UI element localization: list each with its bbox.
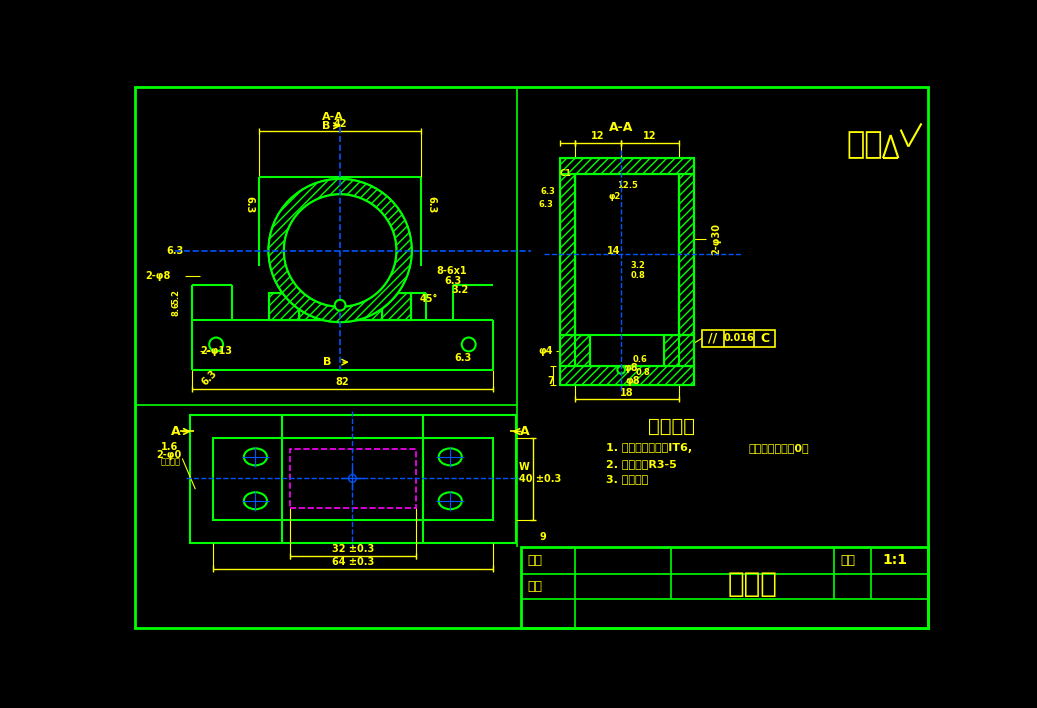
Text: A: A xyxy=(171,425,180,438)
Text: 3.2: 3.2 xyxy=(452,285,469,295)
Bar xyxy=(299,293,382,320)
Circle shape xyxy=(461,338,476,351)
Circle shape xyxy=(284,194,396,307)
Bar xyxy=(213,438,493,520)
Text: A-A: A-A xyxy=(321,113,343,122)
Text: φ4: φ4 xyxy=(538,346,553,355)
Text: 1:1: 1:1 xyxy=(882,553,907,567)
Circle shape xyxy=(348,474,357,482)
Bar xyxy=(382,293,411,320)
Bar xyxy=(664,335,695,366)
Text: 1.6: 1.6 xyxy=(161,442,177,452)
Text: 2-φ8: 2-φ8 xyxy=(145,271,171,281)
Text: B: B xyxy=(323,357,331,367)
Text: φ8: φ8 xyxy=(623,363,638,373)
Circle shape xyxy=(209,338,223,351)
Text: C: C xyxy=(760,332,769,345)
Text: 45°: 45° xyxy=(420,294,438,304)
Bar xyxy=(560,158,695,173)
Text: φ8: φ8 xyxy=(625,377,640,387)
Text: 5.2: 5.2 xyxy=(171,289,180,304)
Text: 0.016: 0.016 xyxy=(724,333,754,343)
Text: 技术要求: 技术要求 xyxy=(648,416,695,435)
Bar xyxy=(382,293,411,320)
Bar xyxy=(290,449,416,508)
Text: 8.6: 8.6 xyxy=(171,301,180,316)
Bar xyxy=(560,366,695,385)
Text: 其余: 其余 xyxy=(847,130,884,159)
Bar xyxy=(190,414,515,543)
Text: φ62: φ62 xyxy=(343,250,368,274)
Text: 9: 9 xyxy=(539,532,546,542)
Text: //: // xyxy=(708,332,718,345)
Bar xyxy=(560,158,695,173)
Text: 12.5: 12.5 xyxy=(617,181,638,190)
Text: 14: 14 xyxy=(607,246,620,256)
Text: A-A: A-A xyxy=(609,121,634,134)
Text: 审核: 审核 xyxy=(527,580,542,593)
Bar xyxy=(702,330,776,347)
Bar xyxy=(270,293,299,320)
Text: 0.8: 0.8 xyxy=(630,270,645,280)
Text: 2. 铸造圆角R3-5: 2. 铸造圆角R3-5 xyxy=(606,459,676,469)
Circle shape xyxy=(269,179,412,322)
Text: 1. 未注尺寸公差按IT6,: 1. 未注尺寸公差按IT6, xyxy=(606,443,692,453)
Bar xyxy=(560,366,695,385)
Text: 42: 42 xyxy=(333,119,346,130)
Bar xyxy=(560,173,574,335)
Text: 比例: 比例 xyxy=(841,554,856,566)
Text: 6.3: 6.3 xyxy=(444,275,461,285)
Text: 32 ±0.3: 32 ±0.3 xyxy=(332,544,374,554)
Bar xyxy=(679,173,695,335)
Bar xyxy=(560,335,590,366)
Text: 6.3: 6.3 xyxy=(454,353,472,363)
Text: 轴承座: 轴承座 xyxy=(728,570,778,598)
Text: 6.3: 6.3 xyxy=(166,246,184,256)
Circle shape xyxy=(617,366,625,374)
Text: 0.6: 0.6 xyxy=(633,355,648,365)
Text: 18: 18 xyxy=(620,388,634,398)
Text: 2-φ0: 2-φ0 xyxy=(157,450,181,459)
Ellipse shape xyxy=(439,492,461,509)
Text: 制图: 制图 xyxy=(527,554,542,566)
Ellipse shape xyxy=(244,448,267,465)
Bar xyxy=(560,335,590,366)
Text: C1: C1 xyxy=(560,169,571,178)
Ellipse shape xyxy=(439,448,461,465)
Text: 6.3: 6.3 xyxy=(426,195,436,213)
Ellipse shape xyxy=(244,492,267,509)
Bar xyxy=(560,173,574,335)
Bar xyxy=(299,293,382,320)
Text: 82: 82 xyxy=(336,377,349,387)
Text: A: A xyxy=(521,425,530,438)
Text: 2-φ30: 2-φ30 xyxy=(711,223,721,255)
Text: 8-6x1: 8-6x1 xyxy=(437,266,467,276)
Text: 64 ±0.3: 64 ±0.3 xyxy=(332,556,374,566)
Text: 2-φ13: 2-φ13 xyxy=(200,346,232,355)
Bar xyxy=(679,173,695,335)
Text: 6.3: 6.3 xyxy=(199,368,219,387)
Text: B: B xyxy=(323,121,331,131)
Text: 7: 7 xyxy=(546,377,554,387)
Text: 6.3: 6.3 xyxy=(540,187,556,195)
Text: 锪孔配作: 锪孔配作 xyxy=(161,458,180,467)
Text: 6.3: 6.3 xyxy=(538,200,553,209)
Circle shape xyxy=(335,299,345,311)
Bar xyxy=(521,547,928,628)
Text: 12: 12 xyxy=(591,131,605,141)
Text: 40 ±0.3: 40 ±0.3 xyxy=(520,474,561,484)
Text: W: W xyxy=(518,462,530,472)
Text: 0.8: 0.8 xyxy=(636,368,650,377)
Text: φ2: φ2 xyxy=(609,192,621,201)
Text: 3. 时效处理: 3. 时效处理 xyxy=(606,474,648,484)
Bar xyxy=(664,335,695,366)
Text: 3.2: 3.2 xyxy=(630,261,646,270)
Bar xyxy=(270,293,299,320)
Text: 6.3: 6.3 xyxy=(245,195,254,213)
Text: 12: 12 xyxy=(643,131,656,141)
Text: 未注形位公差按0级: 未注形位公差按0级 xyxy=(749,443,809,453)
